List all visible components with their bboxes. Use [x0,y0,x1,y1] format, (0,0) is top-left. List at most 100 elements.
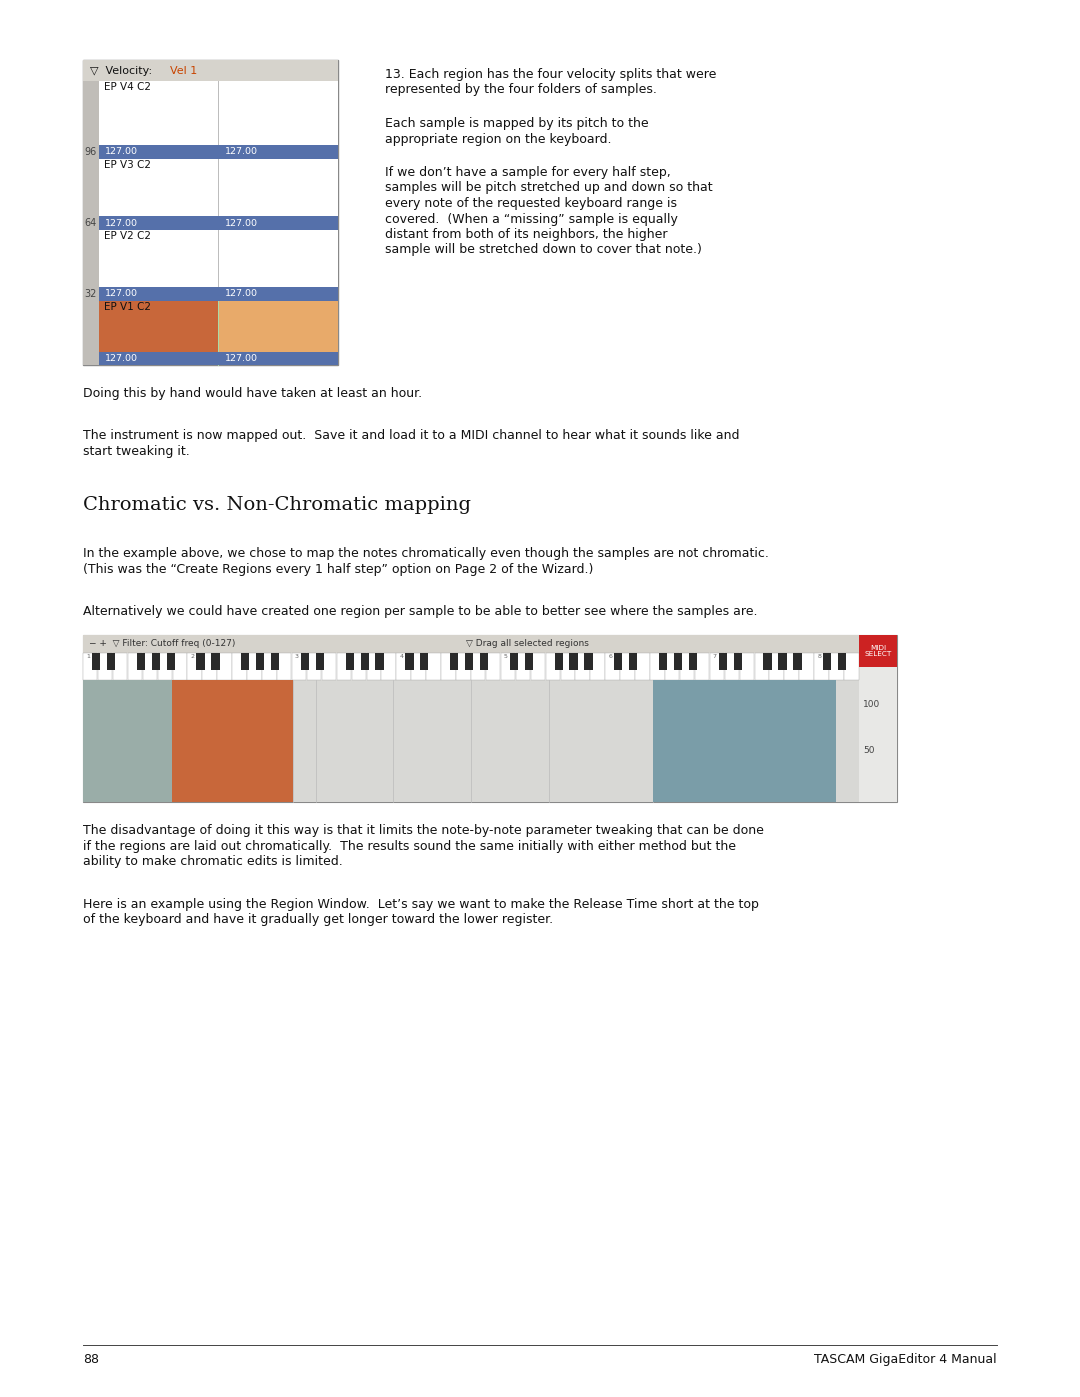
Text: EP V2 C2: EP V2 C2 [104,231,151,240]
Bar [292,652,307,680]
Bar [98,652,112,680]
Bar [232,652,246,680]
Bar [441,652,456,680]
Text: if the regions are laid out chromatically.  The results sound the same initially: if the regions are laid out chromaticall… [83,840,735,852]
Bar [247,652,261,680]
Text: 8: 8 [818,654,821,658]
Text: (This was the “Create Regions every 1 half step” option on Page 2 of the Wizard.: (This was the “Create Regions every 1 ha… [83,563,593,576]
Text: 127.00: 127.00 [225,148,257,156]
Bar [764,652,772,669]
Text: 127.00: 127.00 [105,289,138,299]
Text: 13. Each region has the four velocity splits that were: 13. Each region has the four velocity sp… [384,68,716,81]
Bar [576,652,590,680]
Bar [112,652,127,680]
Bar [217,652,232,680]
Text: 64: 64 [85,218,97,228]
Bar [166,652,175,669]
Bar [99,152,338,224]
Text: start tweaking it.: start tweaking it. [83,446,190,458]
Text: 127.00: 127.00 [225,289,257,299]
Text: of the keyboard and have it gradually get longer toward the lower register.: of the keyboard and have it gradually ge… [83,914,553,926]
Text: 3: 3 [295,654,299,658]
Bar [665,652,679,680]
Bar [486,652,500,680]
Bar [755,652,769,680]
Text: Each sample is mapped by its pitch to the: Each sample is mapped by its pitch to th… [384,117,649,130]
Text: Alternatively we could have created one region per sample to be able to better s: Alternatively we could have created one … [83,605,757,619]
Text: represented by the four folders of samples.: represented by the four folders of sampl… [384,84,657,96]
Bar [337,652,351,680]
Bar [480,652,488,669]
Text: 127.00: 127.00 [225,353,257,363]
Bar [411,652,426,680]
Bar [396,652,410,680]
Bar [650,652,664,680]
Bar [859,636,897,666]
Bar [525,652,532,669]
Bar [151,652,160,669]
Bar [218,293,338,365]
Text: EP V1 C2: EP V1 C2 [104,302,151,312]
Text: 7: 7 [713,654,717,658]
Bar [202,652,217,680]
Bar [99,352,338,365]
Bar [366,652,381,680]
Text: 6: 6 [608,654,612,658]
Bar [510,652,518,669]
Text: Vel 1: Vel 1 [170,66,198,75]
Bar [99,81,338,152]
Text: Here is an example using the Region Window.  Let’s say we want to make the Relea: Here is an example using the Region Wind… [83,898,759,911]
Text: 5: 5 [504,654,508,658]
Bar [420,652,429,669]
Text: − +  ▽ Filter: Cutoff freq (0-127): − + ▽ Filter: Cutoff freq (0-127) [89,640,235,648]
Text: The disadvantage of doing it this way is that it limits the note-by-note paramet: The disadvantage of doing it this way is… [83,824,764,837]
Bar [680,652,694,680]
Text: 127.00: 127.00 [105,218,138,228]
Text: ▽ Drag all selected regions: ▽ Drag all selected regions [465,640,589,648]
Bar [301,652,309,669]
Bar [99,293,218,365]
Bar [83,60,338,365]
Bar [605,652,620,680]
Bar [653,680,836,802]
Bar [779,652,786,669]
Bar [381,652,396,680]
Text: Doing this by hand would have taken at least an hour.: Doing this by hand would have taken at l… [83,387,422,400]
Bar [83,636,897,802]
Bar [591,652,605,680]
Bar [845,652,859,680]
Bar [584,652,593,669]
Bar [173,652,187,680]
Bar [794,652,801,669]
Bar [83,652,859,680]
Bar [784,652,799,680]
Bar [823,652,832,669]
Bar [143,652,157,680]
Text: EP V4 C2: EP V4 C2 [104,82,151,92]
Text: 2: 2 [190,654,194,658]
Bar [530,652,545,680]
Bar [829,652,843,680]
Bar [188,652,202,680]
Bar [361,652,368,669]
Text: If we don’t have a sample for every half step,: If we don’t have a sample for every half… [384,166,671,179]
Bar [83,680,172,802]
Text: 4: 4 [400,654,403,658]
Bar [197,652,204,669]
Bar [501,652,515,680]
Text: Chromatic vs. Non-Chromatic mapping: Chromatic vs. Non-Chromatic mapping [83,496,471,514]
Bar [256,652,265,669]
Bar [271,652,280,669]
Text: TASCAM GigaEditor 4 Manual: TASCAM GigaEditor 4 Manual [814,1354,997,1366]
Text: In the example above, we chose to map the notes chromatically even though the sa: In the example above, we chose to map th… [83,548,769,560]
Bar [769,652,784,680]
Text: 1: 1 [86,654,90,658]
Bar [83,636,897,652]
Text: 32: 32 [85,289,97,299]
Text: appropriate region on the keyboard.: appropriate region on the keyboard. [384,133,611,145]
Text: The instrument is now mapped out.  Save it and load it to a MIDI channel to hear: The instrument is now mapped out. Save i… [83,429,740,443]
Bar [376,652,383,669]
Bar [659,652,667,669]
Bar [718,652,727,669]
Bar [799,652,813,680]
